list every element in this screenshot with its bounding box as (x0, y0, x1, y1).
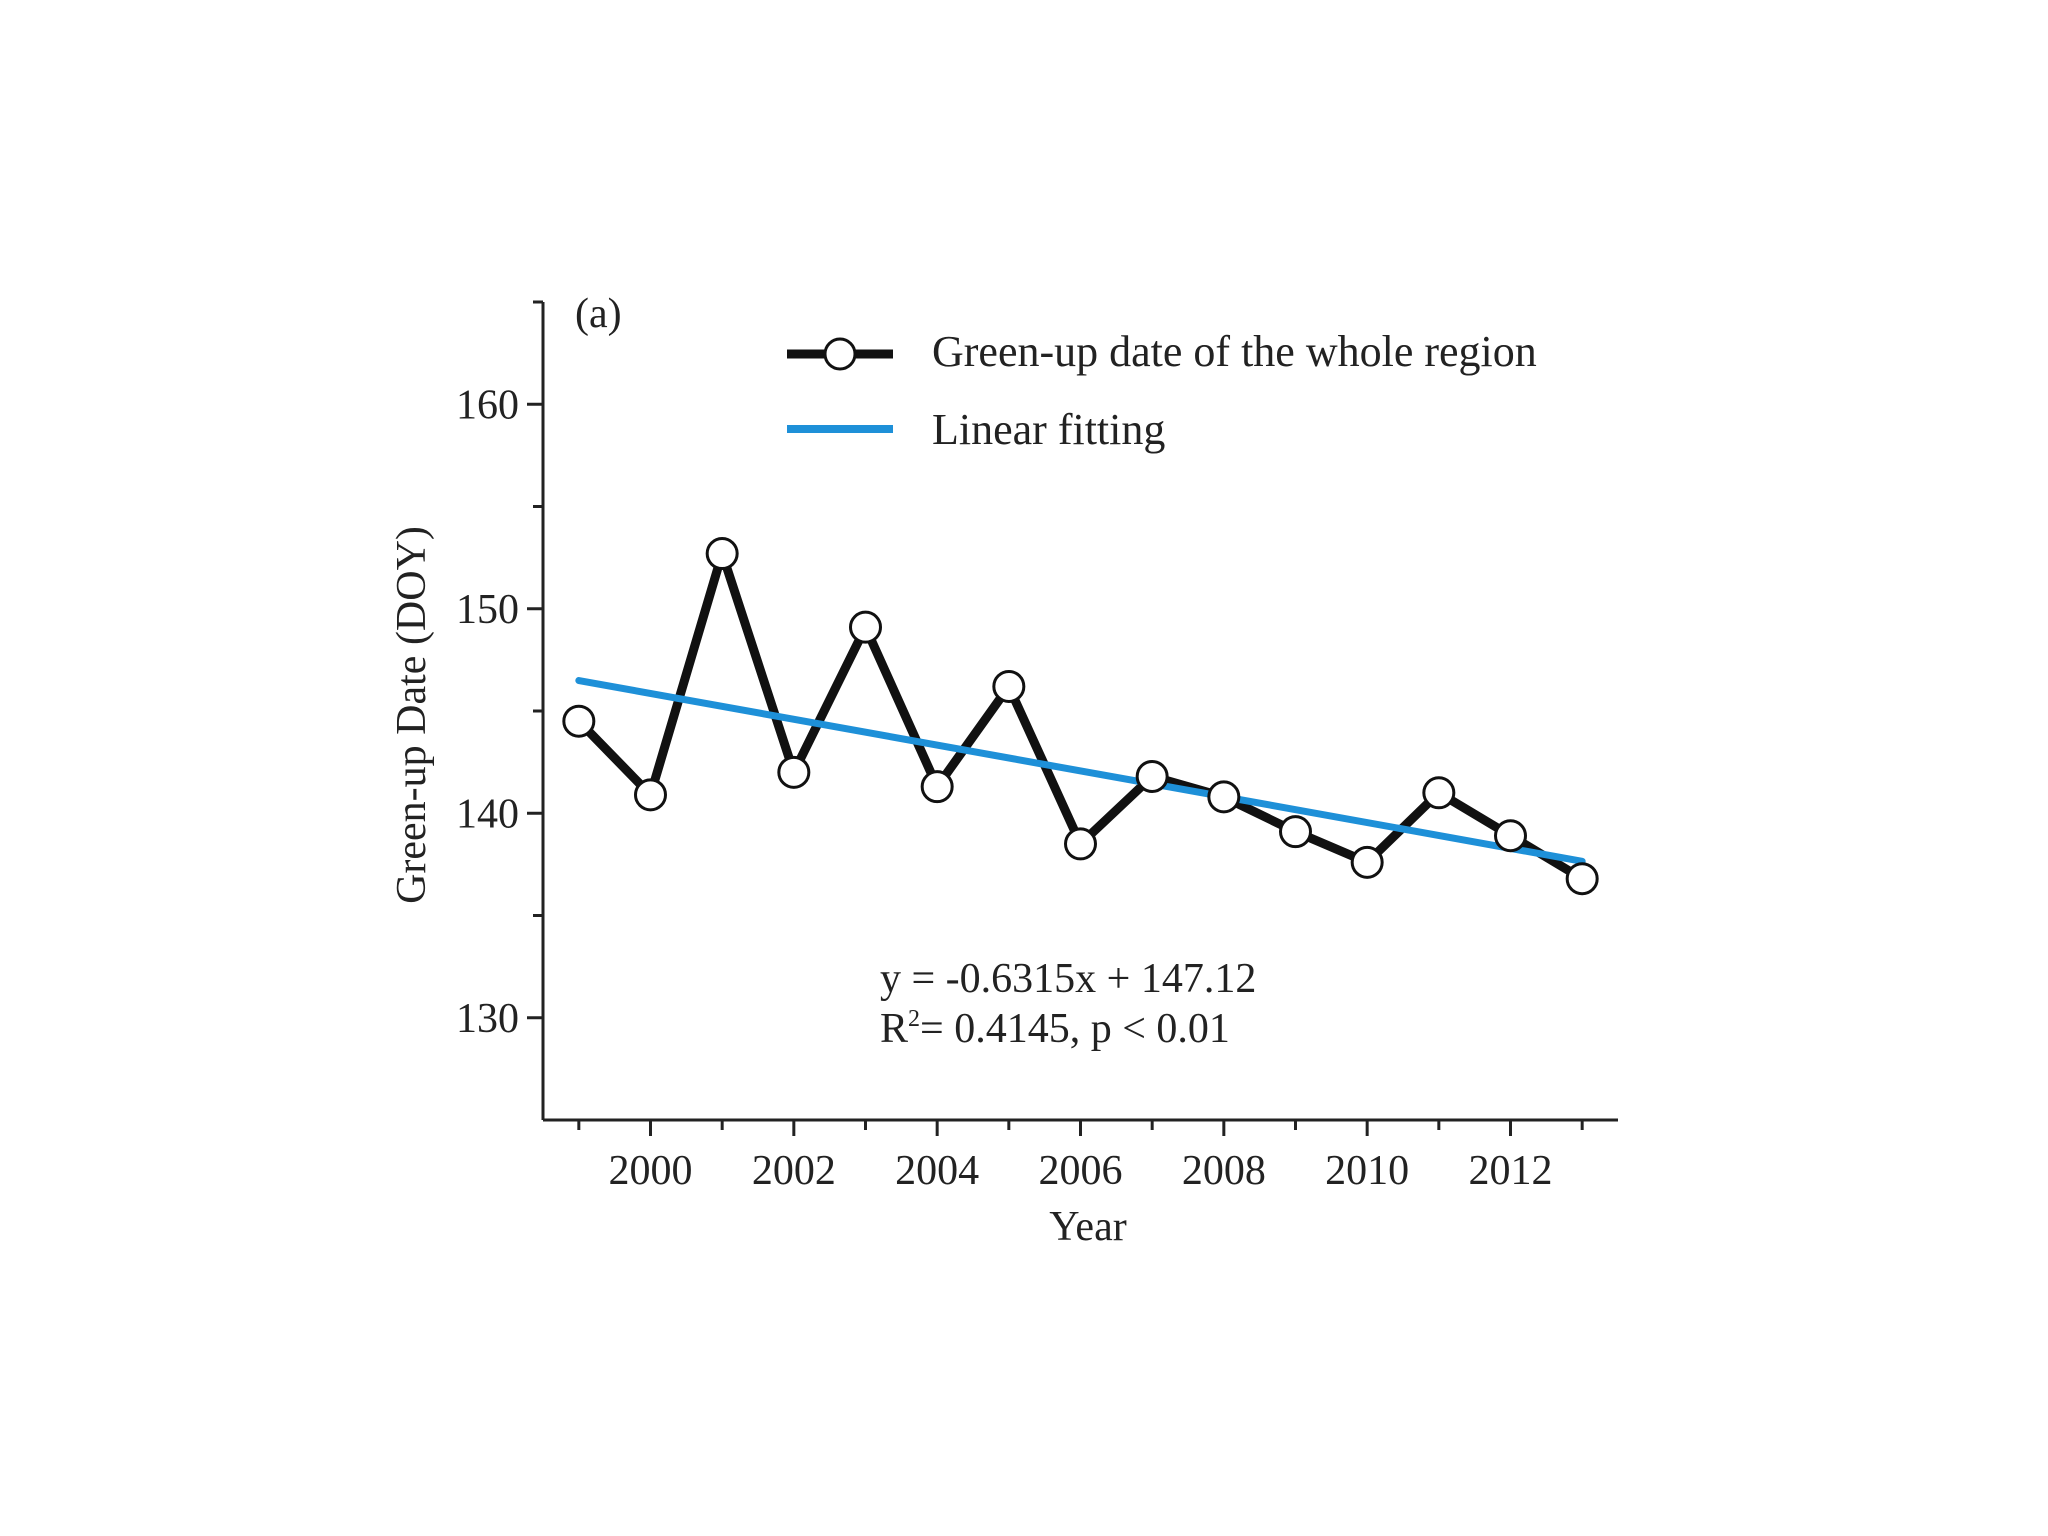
r-squared-value: = 0.4145, p < 0.01 (920, 1006, 1230, 1052)
data-point (562, 704, 596, 738)
data-point (849, 610, 882, 644)
regression-equation: y = -0.6315x + 147.12 (880, 956, 1256, 1002)
data-point (1350, 845, 1384, 879)
data-point (1135, 759, 1169, 793)
x-tick-label: 2010 (1325, 1148, 1409, 1194)
y-axis-title: Green-up Date (DOY) (389, 526, 435, 904)
y-tick-label: 150 (456, 587, 519, 633)
x-axis-title: Year (1049, 1204, 1126, 1250)
r-squared-superscript: 2 (908, 1006, 920, 1032)
y-tick-label: 130 (456, 996, 519, 1042)
data-point (1064, 827, 1097, 861)
x-tick-label: 2002 (752, 1148, 836, 1194)
x-tick-label: 2004 (895, 1148, 979, 1194)
legend-marker-green-up (823, 337, 857, 371)
panel-label: (a) (575, 291, 622, 337)
data-point (1494, 819, 1527, 853)
data-point (920, 770, 954, 804)
axes: 130 140 150 160 2000 2002 2004 2006 2008 2010 2012 (456, 300, 1618, 1194)
data-point (1207, 780, 1241, 814)
regression-stats: R2= 0.4145, p < 0.01 (880, 1006, 1230, 1052)
x-tick-label: 2006 (1039, 1148, 1123, 1194)
data-point (1279, 815, 1312, 849)
data-point (992, 669, 1026, 703)
y-tick-label: 140 (456, 791, 519, 837)
data-point (1422, 776, 1456, 810)
series-line-linear-fitting (575, 677, 1586, 865)
regression-annotation: y = -0.6315x + 147.12 R2= 0.4145, p < 0.… (880, 956, 1256, 1052)
series-layer (562, 537, 1599, 896)
r-squared-symbol: R (880, 1006, 908, 1052)
data-point (705, 537, 739, 571)
x-tick-label: 2012 (1469, 1148, 1553, 1194)
legend-label-linear-fitting: Linear fitting (932, 405, 1165, 454)
data-point (777, 755, 811, 789)
y-tick-label: 160 (456, 382, 519, 428)
x-tick-label: 2008 (1182, 1148, 1266, 1194)
x-tick-label: 2000 (609, 1148, 693, 1194)
data-point (634, 778, 667, 812)
data-point (1565, 862, 1599, 896)
legend: Green-up date of the whole region Linear… (787, 327, 1537, 454)
legend-label-green-up: Green-up date of the whole region (932, 327, 1537, 376)
